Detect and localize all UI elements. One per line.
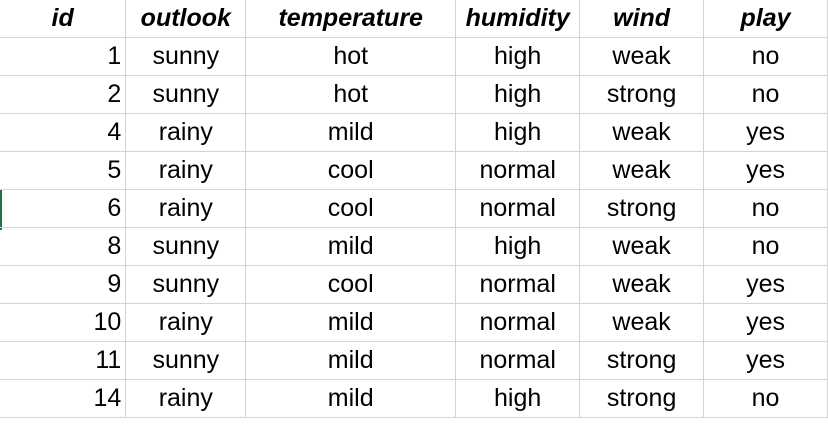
cell-wind[interactable]: weak bbox=[579, 37, 705, 76]
cell-outlook[interactable]: sunny bbox=[125, 37, 247, 76]
cell-temperature[interactable]: mild bbox=[245, 341, 457, 380]
header-cell-wind[interactable]: wind bbox=[579, 0, 705, 38]
cell-wind[interactable]: weak bbox=[579, 303, 705, 342]
header-cell-humidity[interactable]: humidity bbox=[455, 0, 581, 38]
table-row: 4 rainy mild high weak yes bbox=[0, 113, 828, 152]
cell-play[interactable]: yes bbox=[703, 113, 828, 152]
cell-play[interactable]: no bbox=[703, 75, 828, 114]
cell-id[interactable]: 4 bbox=[0, 113, 127, 152]
cell-id[interactable]: 6 bbox=[0, 189, 127, 228]
table-row: 5 rainy cool normal weak yes bbox=[0, 151, 828, 190]
header-cell-id[interactable]: id bbox=[0, 0, 127, 38]
cell-temperature[interactable]: hot bbox=[245, 75, 457, 114]
cell-temperature[interactable]: hot bbox=[245, 37, 457, 76]
cell-id[interactable]: 5 bbox=[0, 151, 127, 190]
cell-humidity[interactable]: high bbox=[455, 75, 581, 114]
cell-temperature[interactable]: cool bbox=[245, 265, 457, 304]
table-row: 8 sunny mild high weak no bbox=[0, 227, 828, 266]
cell-temperature[interactable]: mild bbox=[245, 303, 457, 342]
cell-wind[interactable]: strong bbox=[579, 75, 705, 114]
cell-wind[interactable]: strong bbox=[579, 189, 705, 228]
cell-humidity[interactable]: high bbox=[455, 227, 581, 266]
header-cell-outlook[interactable]: outlook bbox=[125, 0, 247, 38]
cell-wind[interactable]: strong bbox=[579, 341, 705, 380]
cell-wind[interactable]: weak bbox=[579, 113, 705, 152]
cell-wind[interactable]: strong bbox=[579, 379, 705, 418]
cell-id[interactable]: 2 bbox=[0, 75, 127, 114]
cell-play[interactable]: yes bbox=[703, 265, 828, 304]
cell-id[interactable]: 10 bbox=[0, 303, 127, 342]
cell-humidity[interactable]: high bbox=[455, 113, 581, 152]
cell-play[interactable]: no bbox=[703, 227, 828, 266]
cell-play[interactable]: no bbox=[703, 189, 828, 228]
cell-id[interactable]: 14 bbox=[0, 379, 127, 418]
cell-temperature[interactable]: cool bbox=[245, 189, 457, 228]
cell-wind[interactable]: weak bbox=[579, 151, 705, 190]
cell-humidity[interactable]: normal bbox=[455, 341, 581, 380]
cell-outlook[interactable]: rainy bbox=[125, 151, 247, 190]
cell-id[interactable]: 9 bbox=[0, 265, 127, 304]
cell-wind[interactable]: weak bbox=[579, 265, 705, 304]
cell-outlook[interactable]: sunny bbox=[125, 75, 247, 114]
cell-temperature[interactable]: mild bbox=[245, 379, 457, 418]
cell-play[interactable]: yes bbox=[703, 341, 828, 380]
cell-temperature[interactable]: mild bbox=[245, 227, 457, 266]
header-row: id outlook temperature humidity wind pla… bbox=[0, 0, 828, 38]
cell-temperature[interactable]: cool bbox=[245, 151, 457, 190]
table-row: 6 rainy cool normal strong no bbox=[0, 189, 828, 228]
cell-outlook[interactable]: sunny bbox=[125, 341, 247, 380]
table-row: 11 sunny mild normal strong yes bbox=[0, 341, 828, 380]
cell-outlook[interactable]: rainy bbox=[125, 113, 247, 152]
table-row: 2 sunny hot high strong no bbox=[0, 75, 828, 114]
header-cell-temperature[interactable]: temperature bbox=[245, 0, 457, 38]
table-row: 10 rainy mild normal weak yes bbox=[0, 303, 828, 342]
cell-outlook[interactable]: sunny bbox=[125, 227, 247, 266]
cell-temperature[interactable]: mild bbox=[245, 113, 457, 152]
cell-humidity[interactable]: normal bbox=[455, 151, 581, 190]
cell-play[interactable]: no bbox=[703, 37, 828, 76]
table-row: 9 sunny cool normal weak yes bbox=[0, 265, 828, 304]
cell-outlook[interactable]: rainy bbox=[125, 303, 247, 342]
cell-outlook[interactable]: sunny bbox=[125, 265, 247, 304]
cell-outlook[interactable]: rainy bbox=[125, 189, 247, 228]
table-row: 14 rainy mild high strong no bbox=[0, 379, 828, 418]
cell-wind[interactable]: weak bbox=[579, 227, 705, 266]
cell-humidity[interactable]: high bbox=[455, 37, 581, 76]
header-cell-play[interactable]: play bbox=[703, 0, 828, 38]
cell-id[interactable]: 8 bbox=[0, 227, 127, 266]
cell-humidity[interactable]: normal bbox=[455, 303, 581, 342]
table-row: 1 sunny hot high weak no bbox=[0, 37, 828, 76]
cell-id[interactable]: 11 bbox=[0, 341, 127, 380]
cell-id[interactable]: 1 bbox=[0, 37, 127, 76]
cell-play[interactable]: yes bbox=[703, 303, 828, 342]
cell-humidity[interactable]: high bbox=[455, 379, 581, 418]
cell-humidity[interactable]: normal bbox=[455, 265, 581, 304]
cell-humidity[interactable]: normal bbox=[455, 189, 581, 228]
cell-outlook[interactable]: rainy bbox=[125, 379, 247, 418]
cell-play[interactable]: yes bbox=[703, 151, 828, 190]
cell-play[interactable]: no bbox=[703, 379, 828, 418]
